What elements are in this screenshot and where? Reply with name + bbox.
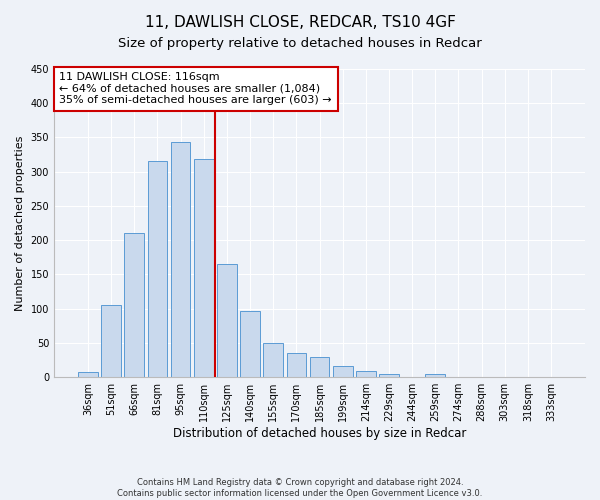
Bar xyxy=(425,374,445,377)
Bar xyxy=(101,306,121,377)
Bar xyxy=(194,160,214,377)
X-axis label: Distribution of detached houses by size in Redcar: Distribution of detached houses by size … xyxy=(173,427,466,440)
Bar xyxy=(240,311,260,377)
Bar xyxy=(287,353,306,377)
Bar xyxy=(217,264,237,377)
Bar xyxy=(310,358,329,377)
Bar xyxy=(124,234,144,377)
Text: Contains HM Land Registry data © Crown copyright and database right 2024.
Contai: Contains HM Land Registry data © Crown c… xyxy=(118,478,482,498)
Bar xyxy=(356,371,376,377)
Bar xyxy=(379,374,399,377)
Text: Size of property relative to detached houses in Redcar: Size of property relative to detached ho… xyxy=(118,38,482,51)
Y-axis label: Number of detached properties: Number of detached properties xyxy=(15,136,25,311)
Bar xyxy=(263,343,283,377)
Bar xyxy=(333,366,353,377)
Bar xyxy=(171,142,190,377)
Bar xyxy=(78,372,98,377)
Bar xyxy=(148,162,167,377)
Bar xyxy=(402,376,422,377)
Text: 11, DAWLISH CLOSE, REDCAR, TS10 4GF: 11, DAWLISH CLOSE, REDCAR, TS10 4GF xyxy=(145,15,455,30)
Text: 11 DAWLISH CLOSE: 116sqm
← 64% of detached houses are smaller (1,084)
35% of sem: 11 DAWLISH CLOSE: 116sqm ← 64% of detach… xyxy=(59,72,332,106)
